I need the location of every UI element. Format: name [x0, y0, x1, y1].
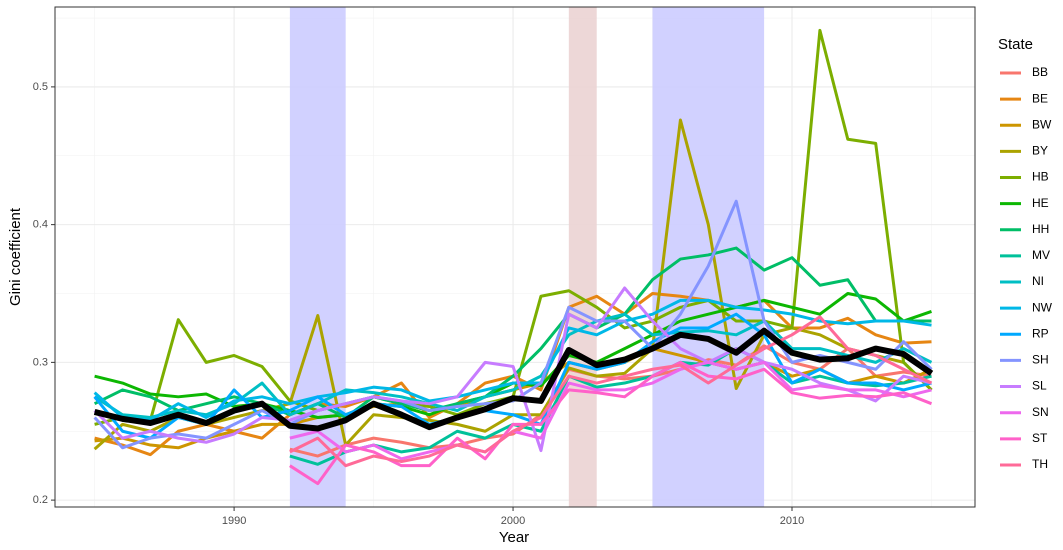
legend-label: RP — [1032, 326, 1049, 340]
series-line — [93, 312, 933, 419]
panel-border — [54, 6, 976, 508]
x-tick-label: 2000 — [501, 515, 525, 527]
x-tick-label: 2010 — [780, 515, 804, 527]
legend-label: SH — [1032, 353, 1049, 367]
y-tick-label: 0.4 — [33, 219, 48, 231]
legend-label: HB — [1032, 170, 1049, 184]
series-line — [289, 360, 932, 461]
legend-label: BY — [1032, 144, 1048, 158]
legend-label: HH — [1032, 222, 1049, 236]
series-line — [289, 347, 932, 466]
y-tick-label: 0.3 — [33, 356, 48, 368]
legend-label: SN — [1032, 405, 1049, 419]
legend-label: ST — [1032, 431, 1048, 445]
y-tick-label: 0.5 — [33, 81, 48, 93]
legend-label: BB — [1032, 65, 1048, 79]
series-line — [289, 360, 933, 486]
series-line — [93, 246, 932, 419]
legend-label: MV — [1032, 248, 1050, 262]
series-line — [93, 312, 932, 440]
legend-label: NW — [1032, 300, 1053, 314]
legend-label: NI — [1032, 274, 1044, 288]
legend-title: State — [998, 36, 1033, 53]
y-axis-title: Gini coefficient — [7, 207, 24, 306]
series-line — [289, 315, 933, 468]
legend-label: BE — [1032, 91, 1048, 105]
mean-line — [93, 327, 934, 432]
legend-label: TH — [1032, 457, 1048, 471]
series-line — [93, 298, 932, 422]
y-tick-label: 0.2 — [33, 494, 48, 506]
legend-label: SL — [1032, 379, 1047, 393]
x-tick-label: 1990 — [222, 515, 246, 527]
shaded-region — [568, 7, 597, 507]
series-line — [289, 344, 932, 458]
x-axis-title: Year — [499, 529, 529, 546]
legend-label: BW — [1032, 117, 1052, 131]
legend-label: HE — [1032, 196, 1049, 210]
series-line — [93, 286, 932, 453]
